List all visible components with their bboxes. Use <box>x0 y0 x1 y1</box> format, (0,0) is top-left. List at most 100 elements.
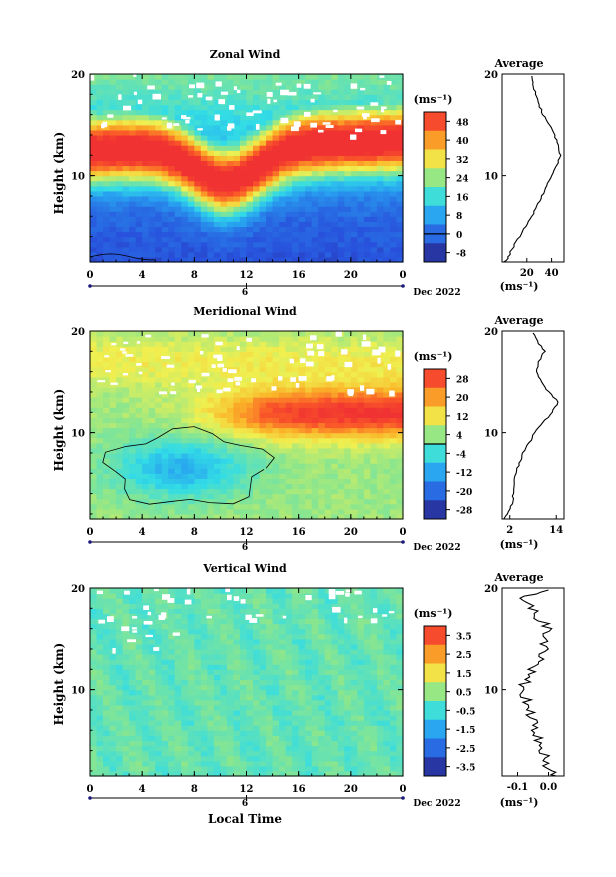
heatmap-cell <box>286 509 293 515</box>
heatmap-cell <box>116 407 123 413</box>
heatmap-cell <box>97 201 104 207</box>
heatmap-cell <box>175 247 182 253</box>
heatmap-cell <box>214 494 221 500</box>
heatmap-cell <box>331 150 338 156</box>
heatmap-cell <box>116 84 123 90</box>
heatmap-cell <box>370 176 377 182</box>
heatmap-cell <box>175 356 182 362</box>
heatmap-cell <box>240 710 247 716</box>
heatmap-cell <box>149 125 156 131</box>
heatmap-cell <box>344 79 351 85</box>
heatmap-cell <box>273 494 280 500</box>
heatmap-cell <box>286 145 293 151</box>
heatmap-cell <box>207 186 214 192</box>
heatmap-cell <box>357 150 364 156</box>
heatmap-cell <box>377 140 384 146</box>
heatmap-cell <box>240 412 247 418</box>
heatmap-cell <box>194 458 201 464</box>
heatmap-cell <box>207 443 214 449</box>
heatmap-cell <box>312 438 319 444</box>
heatmap-cell <box>201 453 208 459</box>
heatmap-cell <box>260 216 267 222</box>
heatmap-cell <box>181 387 188 393</box>
heatmap-cell <box>201 654 208 660</box>
heatmap-cell <box>201 237 208 243</box>
missing-data-gap <box>290 377 296 382</box>
heatmap-cell <box>168 483 175 489</box>
heatmap-cell <box>97 247 104 253</box>
heatmap-cell <box>338 453 345 459</box>
heatmap-cell <box>155 155 162 161</box>
heatmap-cell <box>318 211 325 217</box>
heatmap-cell <box>318 422 325 428</box>
missing-data-gap <box>294 121 301 127</box>
heatmap-cell <box>142 201 149 207</box>
heatmap-cell <box>175 509 182 515</box>
heatmap-cell <box>233 659 240 665</box>
heatmap-cell <box>273 438 280 444</box>
heatmap-cell <box>162 346 169 352</box>
heatmap-cell <box>227 639 234 645</box>
heatmap-cell <box>377 489 384 495</box>
heatmap-cell <box>116 639 123 645</box>
heatmap-cell <box>110 125 117 131</box>
heatmap-cell <box>129 720 136 726</box>
heatmap-cell <box>149 346 156 352</box>
missing-data-gap <box>90 75 94 81</box>
heatmap-cell <box>168 417 175 423</box>
heatmap-cell <box>357 468 364 474</box>
heatmap-cell <box>201 710 208 716</box>
heatmap-cell <box>175 196 182 202</box>
heatmap-cell <box>357 242 364 248</box>
heatmap-cell <box>390 341 397 347</box>
heatmap-cell <box>116 74 123 80</box>
heatmap-cell <box>175 331 182 337</box>
heatmap-cell <box>364 74 371 80</box>
heatmap-cell <box>299 104 306 110</box>
heatmap-cell <box>207 674 214 680</box>
heatmap-cell <box>305 468 312 474</box>
heatmap-cell <box>227 659 234 665</box>
heatmap-cell <box>142 654 149 660</box>
heatmap-cell <box>292 247 299 253</box>
heatmap-cell <box>90 221 97 227</box>
heatmap-cell <box>364 397 371 403</box>
heatmap-cell <box>149 674 156 680</box>
heatmap-cell <box>260 346 267 352</box>
heatmap-cell <box>273 130 280 136</box>
heatmap-cell <box>194 463 201 469</box>
heatmap-cell <box>116 634 123 640</box>
heatmap-cell <box>227 751 234 757</box>
heatmap-cell <box>351 412 358 418</box>
heatmap-cell <box>331 438 338 444</box>
heatmap-cell <box>142 89 149 95</box>
heatmap-cell <box>123 618 130 624</box>
heatmap-cell <box>266 392 273 398</box>
heatmap-cell <box>129 690 136 696</box>
heatmap-cell <box>155 110 162 116</box>
heatmap-cell <box>110 417 117 423</box>
heatmap-cell <box>260 341 267 347</box>
heatmap-cell <box>155 735 162 741</box>
heatmap-cell <box>214 181 221 187</box>
heatmap-cell <box>155 226 162 232</box>
heatmap-cell <box>318 99 325 105</box>
heatmap-cell <box>331 473 338 479</box>
heatmap-cell <box>136 593 143 599</box>
heatmap-cell <box>136 252 143 258</box>
heatmap-cell <box>175 458 182 464</box>
heatmap-cell <box>168 232 175 238</box>
heatmap-cell <box>103 603 110 609</box>
heatmap-cell <box>266 674 273 680</box>
heatmap-cell <box>240 181 247 187</box>
colorbar-tick-label: -20 <box>456 488 472 498</box>
heatmap-cell <box>325 331 332 337</box>
heatmap-cell <box>136 196 143 202</box>
heatmap-cell <box>214 382 221 388</box>
heatmap-cell <box>312 196 319 202</box>
heatmap-cell <box>312 130 319 136</box>
heatmap-cell <box>181 125 188 131</box>
heatmap-cell <box>357 499 364 505</box>
heatmap-cell <box>188 690 195 696</box>
heatmap-cell <box>168 252 175 258</box>
